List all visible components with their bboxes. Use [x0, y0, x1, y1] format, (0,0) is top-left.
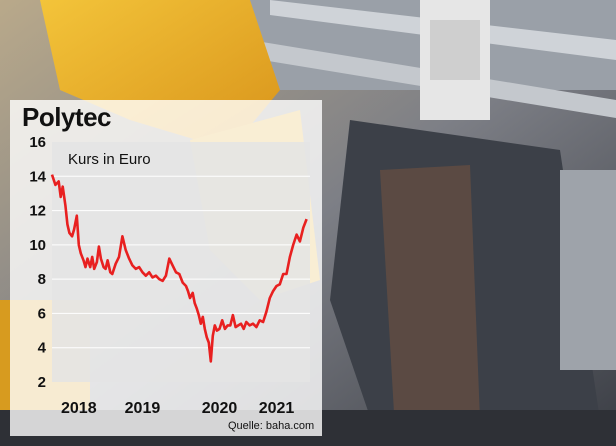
machine-part: [560, 170, 616, 370]
x-tick-label: 2019: [125, 400, 161, 417]
x-tick-label: 2021: [259, 400, 295, 417]
x-tick-label: 2020: [202, 400, 238, 417]
y-tick-label: 2: [38, 374, 46, 391]
y-tick-label: 16: [29, 134, 46, 151]
price-series-line: [50, 174, 308, 363]
y-tick-label: 8: [38, 271, 46, 288]
y-tick-label: 6: [38, 305, 46, 322]
x-axis-ticks: 2018 2019 2020 2021: [61, 400, 294, 417]
x-tick-label: 2018: [61, 400, 97, 417]
machine-column: [430, 20, 480, 80]
y-tick-label: 14: [29, 168, 46, 185]
y-tick-label: 12: [29, 203, 46, 220]
plot-area: [52, 142, 310, 382]
y-tick-label: 4: [38, 340, 47, 357]
gripper-plate: [380, 165, 480, 430]
y-tick-label: 10: [29, 237, 46, 254]
y-axis-ticks: 2 4 6 8 10 12 14 16: [29, 134, 46, 391]
source-note: Quelle: baha.com: [228, 420, 315, 432]
y-axis-label: Kurs in Euro: [68, 151, 151, 168]
chart-title: Polytec: [22, 102, 112, 132]
